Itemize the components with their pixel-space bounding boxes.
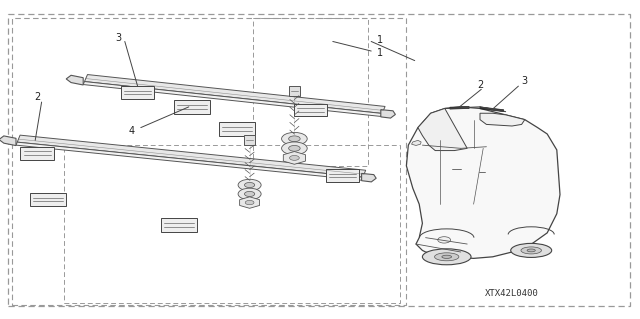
FancyBboxPatch shape bbox=[294, 104, 327, 116]
Circle shape bbox=[238, 179, 261, 191]
Polygon shape bbox=[83, 82, 382, 116]
Text: 3: 3 bbox=[115, 33, 122, 43]
Bar bbox=[253, 18, 368, 166]
FancyBboxPatch shape bbox=[219, 122, 255, 136]
Bar bbox=[12, 18, 406, 305]
Polygon shape bbox=[412, 140, 421, 145]
Polygon shape bbox=[480, 107, 504, 112]
Circle shape bbox=[238, 188, 261, 200]
Polygon shape bbox=[480, 113, 525, 126]
Text: 4: 4 bbox=[128, 126, 134, 136]
Ellipse shape bbox=[521, 247, 541, 254]
FancyBboxPatch shape bbox=[20, 147, 54, 160]
Ellipse shape bbox=[422, 249, 471, 265]
Circle shape bbox=[438, 237, 451, 243]
Polygon shape bbox=[84, 75, 385, 114]
Circle shape bbox=[289, 145, 300, 151]
FancyBboxPatch shape bbox=[244, 135, 255, 145]
Polygon shape bbox=[66, 75, 83, 85]
Text: XTX42L0400: XTX42L0400 bbox=[485, 289, 539, 298]
Circle shape bbox=[244, 182, 255, 188]
Text: 1: 1 bbox=[376, 35, 383, 45]
FancyBboxPatch shape bbox=[121, 86, 154, 99]
Text: 3: 3 bbox=[522, 76, 528, 86]
FancyBboxPatch shape bbox=[30, 193, 66, 206]
Polygon shape bbox=[418, 108, 467, 151]
Polygon shape bbox=[17, 135, 365, 177]
Circle shape bbox=[245, 200, 254, 205]
Polygon shape bbox=[381, 110, 396, 118]
FancyBboxPatch shape bbox=[326, 169, 359, 182]
Text: 2: 2 bbox=[477, 79, 483, 90]
Ellipse shape bbox=[511, 243, 552, 257]
FancyBboxPatch shape bbox=[161, 218, 197, 232]
Circle shape bbox=[282, 132, 307, 145]
Ellipse shape bbox=[527, 249, 535, 252]
FancyBboxPatch shape bbox=[289, 86, 300, 96]
Polygon shape bbox=[406, 107, 560, 258]
Circle shape bbox=[244, 191, 255, 197]
Circle shape bbox=[282, 142, 307, 155]
Circle shape bbox=[289, 155, 300, 160]
Polygon shape bbox=[16, 142, 363, 180]
Text: 2: 2 bbox=[34, 92, 40, 102]
Ellipse shape bbox=[435, 253, 459, 261]
Polygon shape bbox=[450, 107, 469, 109]
Polygon shape bbox=[0, 136, 16, 145]
Circle shape bbox=[289, 136, 300, 142]
Text: 1: 1 bbox=[376, 48, 383, 58]
FancyBboxPatch shape bbox=[174, 100, 210, 114]
Bar bbox=[64, 145, 400, 303]
Ellipse shape bbox=[442, 255, 452, 258]
Polygon shape bbox=[362, 174, 376, 182]
